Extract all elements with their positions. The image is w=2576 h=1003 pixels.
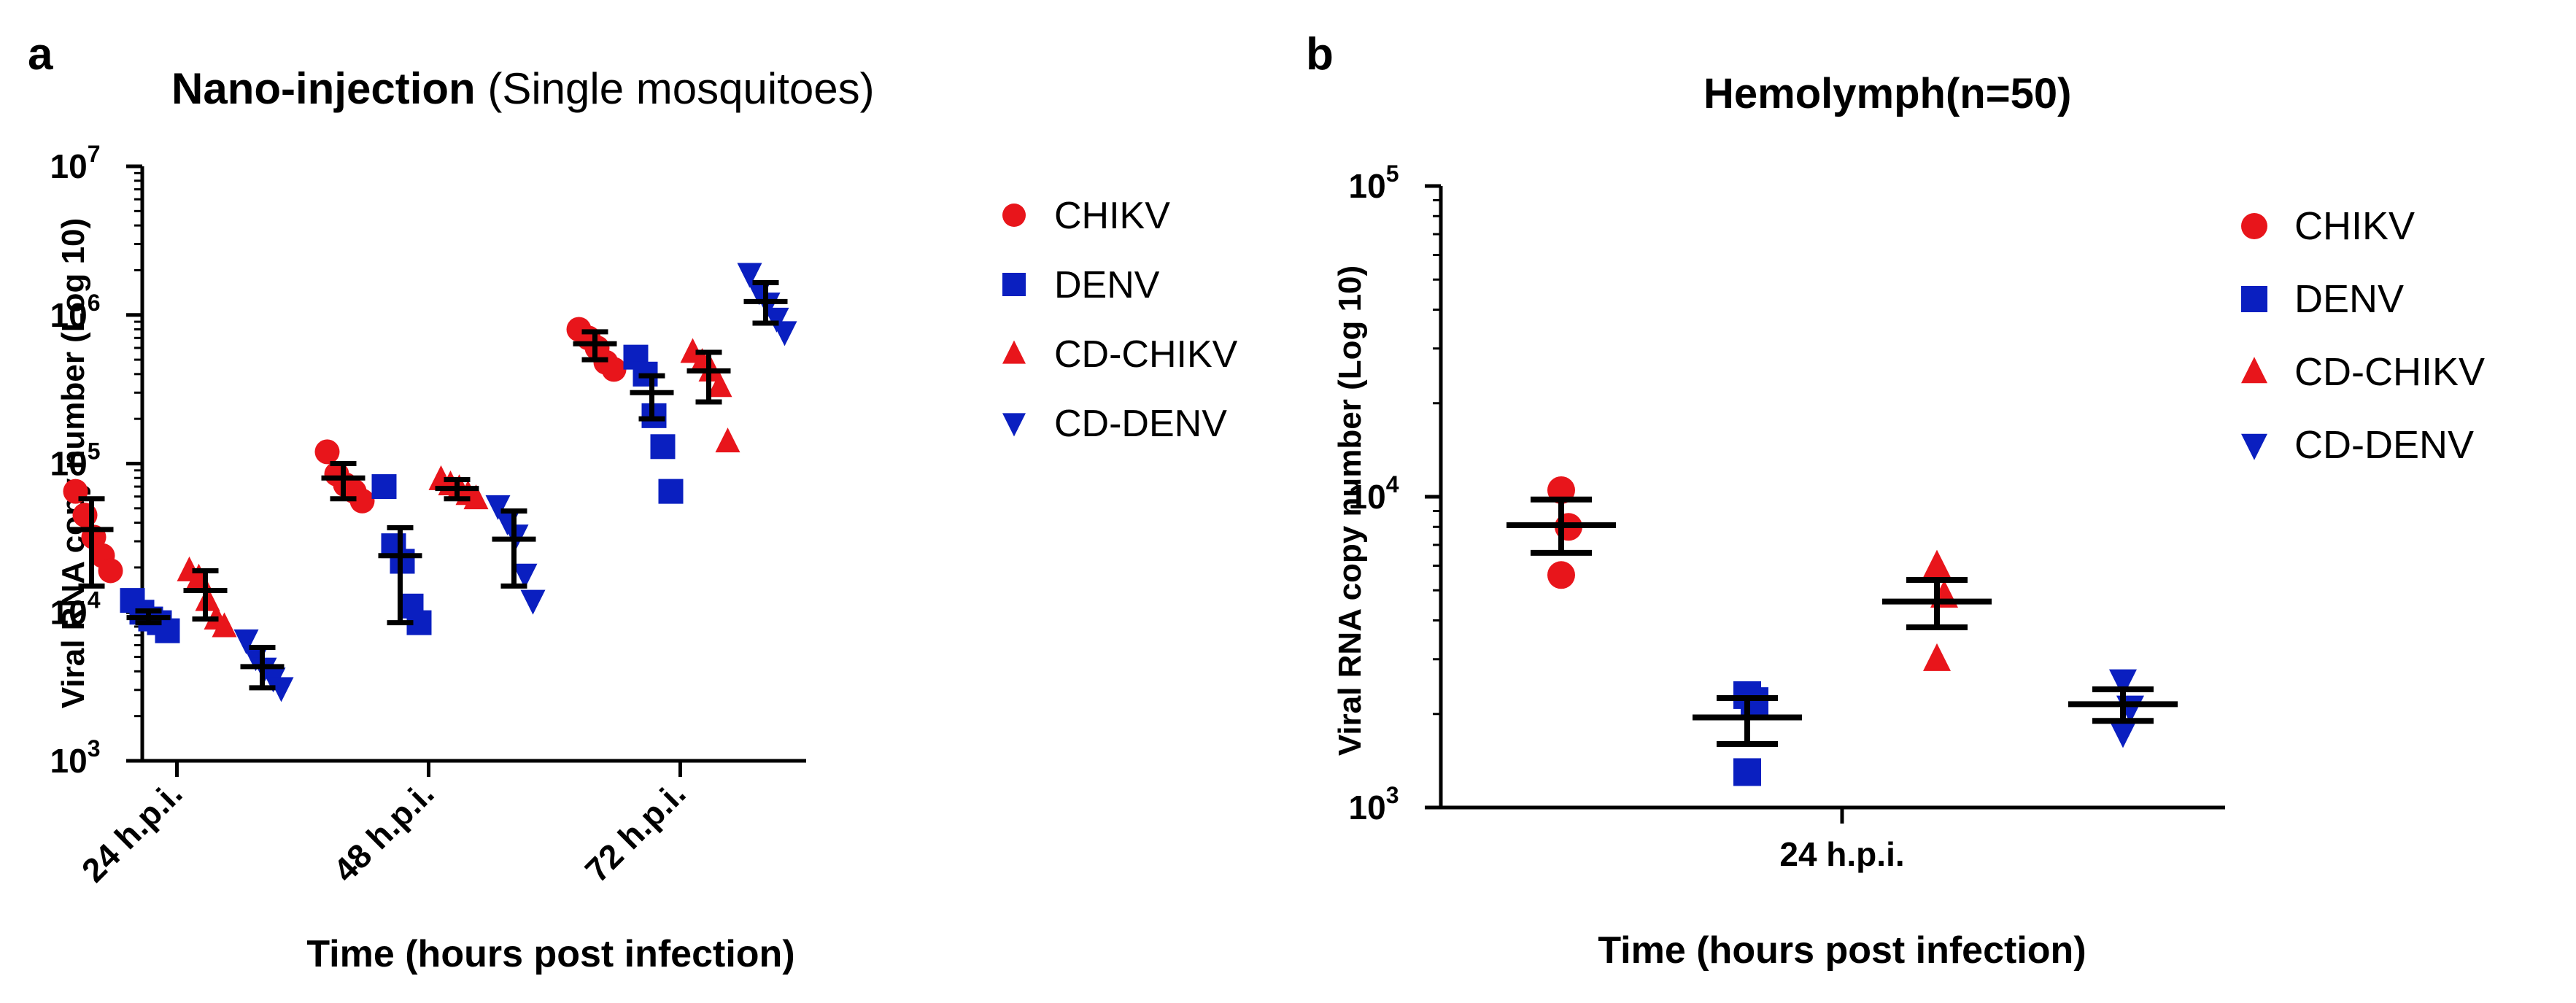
cd-denv-point [2109,669,2137,697]
y-tick-exponent: 6 [88,290,101,316]
cd-chikv-point [463,484,489,510]
y-tick-label: 103 [1349,782,1399,826]
chikv-point [601,357,627,382]
panel-b-ylabel: Viral RNA copy number (Log 10) [1332,266,1368,756]
legend-label: CD-DENV [2294,423,2474,467]
cd-chikv-point [1923,549,1951,578]
panel-a-xlabel: Time (hours post infection) [306,933,794,975]
cd-denv-point [485,495,511,520]
legend-marker [2241,286,2267,312]
cd-chikv-point [1923,643,1951,671]
y-tick-base: 10 [1349,478,1386,516]
legend-marker [2241,213,2267,239]
legend-label: CD-CHIKV [1054,333,1238,376]
y-tick-label: 104 [50,586,101,631]
chikv-point [314,439,340,465]
y-tick-exponent: 5 [1386,160,1399,187]
x-tick-label: 24 h.p.i. [74,774,190,889]
panel-a-label: a [28,29,53,80]
cd-chikv-point [212,612,237,638]
denv-point [371,474,397,500]
y-tick-label: 107 [50,141,101,185]
chikv-point [349,488,375,514]
legend-label: CD-CHIKV [2294,350,2485,394]
panel-a-ylabel: Viral RNA copy number (Log 10) [55,218,91,708]
panel-b-title-normal: (n=50) [1946,70,2071,117]
cd-denv-point [233,629,259,654]
denv-point [658,479,684,504]
x-tick-label: 48 h.p.i. [326,774,441,889]
y-tick-exponent: 7 [88,141,101,167]
y-tick-base: 10 [50,445,88,483]
legend-marker [2241,433,2267,460]
cd-denv-point [737,263,762,288]
panel-b-title: Hemolymph(n=50) [1703,70,2071,117]
panel-a-title: Nano-injection (Single mosquitoes) [171,64,875,113]
y-tick-base: 10 [50,742,88,780]
y-tick-base: 10 [1349,789,1386,826]
denv-point [1733,758,1761,786]
cd-denv-point [764,307,789,333]
panel-b-title-bold: Hemolymph [1703,70,1946,117]
panel-b-xlabel: Time (hours post infection) [1598,929,2086,972]
y-tick-label: 106 [50,290,101,334]
y-tick-exponent: 3 [88,735,101,762]
y-tick-exponent: 4 [1386,471,1399,497]
y-tick-label: 105 [1349,160,1399,205]
x-tick-label: 24 h.p.i. [1779,835,1904,873]
cd-denv-point [772,321,797,346]
y-tick-base: 10 [50,593,88,631]
legend-label: CD-DENV [1054,403,1227,445]
legend-marker [1002,204,1026,227]
denv-point [650,434,676,460]
y-tick-base: 10 [50,147,88,185]
panel-a-title-normal: (Single mosquitoes) [487,64,874,113]
legend-marker [1002,273,1026,296]
y-tick-label: 105 [50,438,101,483]
cd-denv-point [2109,720,2137,748]
cd-chikv-point [715,427,740,453]
cd-chikv-point [707,372,732,398]
legend-label: CHIKV [1054,195,1170,237]
y-tick-label: 103 [50,735,101,780]
legend-label: DENV [1054,264,1160,306]
legend-marker [1002,413,1026,437]
cd-denv-point [268,677,294,702]
legend-marker [1002,340,1026,364]
cd-denv-point [520,589,546,615]
y-tick-base: 10 [1349,167,1386,205]
panel-b-label: b [1306,29,1334,80]
cd-denv-point [512,563,538,589]
y-tick-exponent: 3 [1386,782,1399,808]
y-tick-base: 10 [50,296,88,334]
chikv-point [1547,561,1575,589]
y-tick-exponent: 4 [88,586,101,613]
chikv-point [98,558,123,584]
y-tick-exponent: 5 [88,438,101,465]
legend-label: DENV [2294,277,2404,321]
x-tick-label: 72 h.p.i. [578,774,693,889]
y-tick-label: 104 [1349,471,1399,516]
legend-label: CHIKV [2294,204,2415,248]
legend-marker [2241,357,2267,384]
panel-a-title-bold: Nano-injection [171,64,487,113]
